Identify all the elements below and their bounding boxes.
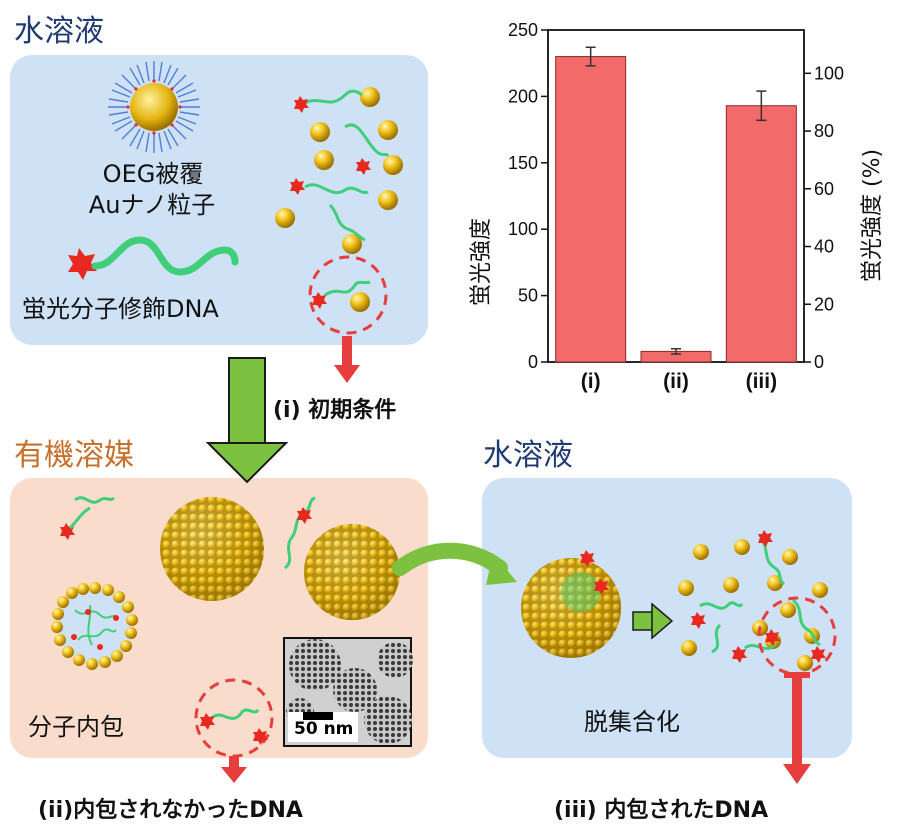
y-tick-label-left: 250	[508, 20, 538, 40]
top-left-title: 水溶液	[14, 14, 104, 49]
red-arrow-i	[334, 336, 360, 383]
aqueous-right-contents	[521, 530, 837, 784]
y-tick-label-right: 80	[814, 121, 834, 141]
x-tick-label: (ii)	[663, 370, 689, 393]
aqueous-right-title: 水溶液	[483, 438, 573, 473]
bar	[725, 105, 797, 363]
x-tick-label: (i)	[581, 370, 601, 393]
y-tick-label-right: 100	[814, 63, 844, 83]
disaggregation-label: 脱集合化	[584, 708, 680, 736]
x-tick-label: (iii)	[746, 370, 778, 393]
fluor-dna-legend-icon	[68, 236, 239, 280]
organic-contents	[51, 496, 413, 783]
y-tick-label-right: 20	[814, 294, 834, 314]
y-tick-label-left: 100	[508, 219, 538, 239]
green-curved-arrow	[392, 542, 517, 585]
bar	[555, 56, 627, 363]
fluorescence-bar-chart: 0 50 100 150 200 250 0 20 40 60 80 100 (i) (ii) (iii)	[508, 20, 844, 393]
oeg-nanoparticle-icon	[108, 61, 200, 153]
y-tick-label-left: 200	[508, 86, 538, 106]
green-down-arrow	[205, 357, 289, 484]
scale-bar	[303, 712, 333, 720]
y-tick-label-left: 150	[508, 153, 538, 173]
y-tick-label-left: 50	[518, 286, 538, 306]
highlight-circle-i	[308, 255, 388, 335]
particle-label-line1: OEG被覆	[102, 160, 204, 188]
particle-label-line2: Auナノ粒子	[88, 191, 216, 219]
y-tick-label-right: 40	[814, 237, 834, 257]
y-tick-label-right: 60	[814, 179, 834, 199]
dna-label: 蛍光分子修飾DNA	[22, 295, 219, 323]
caption-iii: (iii) 内包されたDNA	[554, 798, 769, 823]
scalebar-label: 50 nm	[294, 719, 354, 739]
y-tick-label-right: 0	[814, 352, 824, 372]
chart-ylabel-left: 蛍光強度	[469, 217, 494, 306]
caption-ii: (ii)内包されなかったDNA	[38, 798, 303, 823]
chart-ylabel-right: 蛍光強度 (%)	[860, 148, 885, 282]
y-tick-label-left: 0	[528, 352, 538, 372]
organic-title: 有機溶媒	[14, 438, 134, 473]
arrow-caption-i: (i) 初期条件	[273, 398, 397, 423]
encapsulation-label: 分子内包	[28, 713, 124, 741]
scattered-particles-top	[275, 87, 403, 335]
